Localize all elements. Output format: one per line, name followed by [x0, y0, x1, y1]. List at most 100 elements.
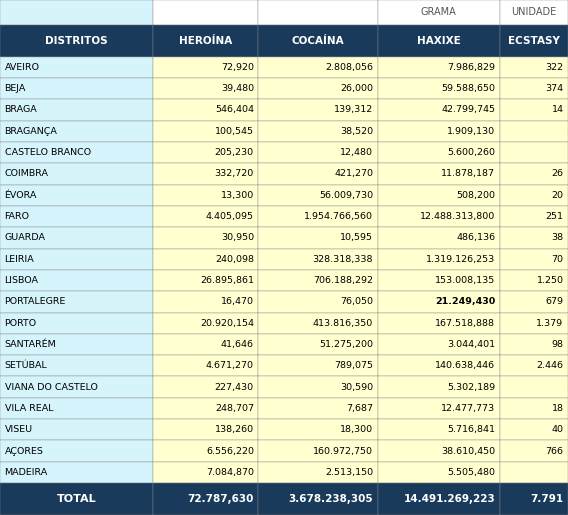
Bar — [378, 270, 500, 291]
Bar — [0, 334, 153, 355]
Bar — [378, 99, 500, 121]
Text: 248,707: 248,707 — [215, 404, 254, 413]
Bar — [0, 0, 153, 25]
Bar — [500, 419, 568, 440]
Text: 51.275,200: 51.275,200 — [319, 340, 373, 349]
Text: 1.379: 1.379 — [536, 319, 563, 328]
Bar — [378, 25, 500, 57]
Bar — [0, 355, 153, 376]
Bar — [258, 99, 378, 121]
Bar — [0, 206, 153, 227]
Text: MADEIRA: MADEIRA — [5, 468, 48, 477]
Text: 413.816,350: 413.816,350 — [313, 319, 373, 328]
Bar — [500, 142, 568, 163]
Bar — [0, 25, 153, 57]
Text: DISTRITOS: DISTRITOS — [45, 36, 108, 46]
Bar — [378, 163, 500, 184]
Bar — [258, 313, 378, 334]
Text: CASTELO BRANCO: CASTELO BRANCO — [5, 148, 91, 157]
Bar — [153, 270, 258, 291]
Bar — [153, 99, 258, 121]
Bar — [378, 206, 500, 227]
Text: 72.787,630: 72.787,630 — [187, 494, 254, 504]
Text: 26: 26 — [552, 169, 563, 178]
Text: 7.986,829: 7.986,829 — [447, 63, 495, 72]
Bar — [378, 355, 500, 376]
Bar — [500, 313, 568, 334]
Bar — [258, 398, 378, 419]
Bar — [153, 78, 258, 99]
Bar — [378, 291, 500, 313]
Text: COIMBRA: COIMBRA — [5, 169, 48, 178]
Text: 2.808,056: 2.808,056 — [325, 63, 373, 72]
Text: 26.895,861: 26.895,861 — [200, 276, 254, 285]
Text: 4.671,270: 4.671,270 — [206, 362, 254, 370]
Text: 100,545: 100,545 — [215, 127, 254, 136]
Text: 26,000: 26,000 — [340, 84, 373, 93]
Text: 7.791: 7.791 — [531, 494, 563, 504]
Bar — [0, 121, 153, 142]
Text: 3.678.238,305: 3.678.238,305 — [289, 494, 373, 504]
Bar — [0, 419, 153, 440]
Text: 30,950: 30,950 — [221, 233, 254, 243]
Text: 1.250: 1.250 — [536, 276, 563, 285]
Bar — [500, 376, 568, 398]
Text: 72,920: 72,920 — [221, 63, 254, 72]
Bar — [500, 398, 568, 419]
Text: 328.318,338: 328.318,338 — [312, 255, 373, 264]
Text: 16,470: 16,470 — [221, 297, 254, 306]
Bar — [258, 483, 378, 515]
Bar — [0, 270, 153, 291]
Bar — [153, 0, 258, 25]
Bar — [378, 78, 500, 99]
Bar — [500, 334, 568, 355]
Bar — [153, 355, 258, 376]
Text: 205,230: 205,230 — [215, 148, 254, 157]
Text: 486,136: 486,136 — [456, 233, 495, 243]
Text: 139,312: 139,312 — [334, 106, 373, 114]
Bar — [500, 462, 568, 483]
Text: 21.249,430: 21.249,430 — [435, 297, 495, 306]
Bar — [0, 99, 153, 121]
Text: GRAMA: GRAMA — [421, 7, 457, 18]
Text: 14: 14 — [552, 106, 563, 114]
Bar — [153, 184, 258, 206]
Text: ÉVORA: ÉVORA — [5, 191, 37, 200]
Text: 2.513,150: 2.513,150 — [325, 468, 373, 477]
Text: 5.302,189: 5.302,189 — [447, 383, 495, 391]
Bar — [500, 270, 568, 291]
Text: COCAÍNA: COCAÍNA — [292, 36, 344, 46]
Bar — [378, 313, 500, 334]
Text: 18: 18 — [552, 404, 563, 413]
Bar — [500, 99, 568, 121]
Text: 138,260: 138,260 — [215, 425, 254, 434]
Text: LEIRIA: LEIRIA — [5, 255, 34, 264]
Bar — [500, 291, 568, 313]
Text: 11.878,187: 11.878,187 — [441, 169, 495, 178]
Text: GUARDA: GUARDA — [5, 233, 45, 243]
Bar — [500, 57, 568, 78]
Text: PORTALEGRE: PORTALEGRE — [5, 297, 66, 306]
Bar — [258, 291, 378, 313]
Bar — [153, 291, 258, 313]
Text: 679: 679 — [545, 297, 563, 306]
Bar — [258, 163, 378, 184]
Text: TOTAL: TOTAL — [57, 494, 97, 504]
Bar — [378, 121, 500, 142]
Bar — [153, 142, 258, 163]
Bar — [258, 419, 378, 440]
Text: 14.491.269,223: 14.491.269,223 — [403, 494, 495, 504]
Bar — [258, 184, 378, 206]
Bar — [153, 419, 258, 440]
Bar — [258, 25, 378, 57]
Bar — [0, 440, 153, 462]
Bar — [153, 163, 258, 184]
Bar — [0, 78, 153, 99]
Bar — [378, 419, 500, 440]
Bar — [0, 462, 153, 483]
Text: 6.556,220: 6.556,220 — [206, 447, 254, 456]
Text: 20: 20 — [552, 191, 563, 200]
Text: 38: 38 — [552, 233, 563, 243]
Text: 240,098: 240,098 — [215, 255, 254, 264]
Text: BRAGA: BRAGA — [5, 106, 37, 114]
